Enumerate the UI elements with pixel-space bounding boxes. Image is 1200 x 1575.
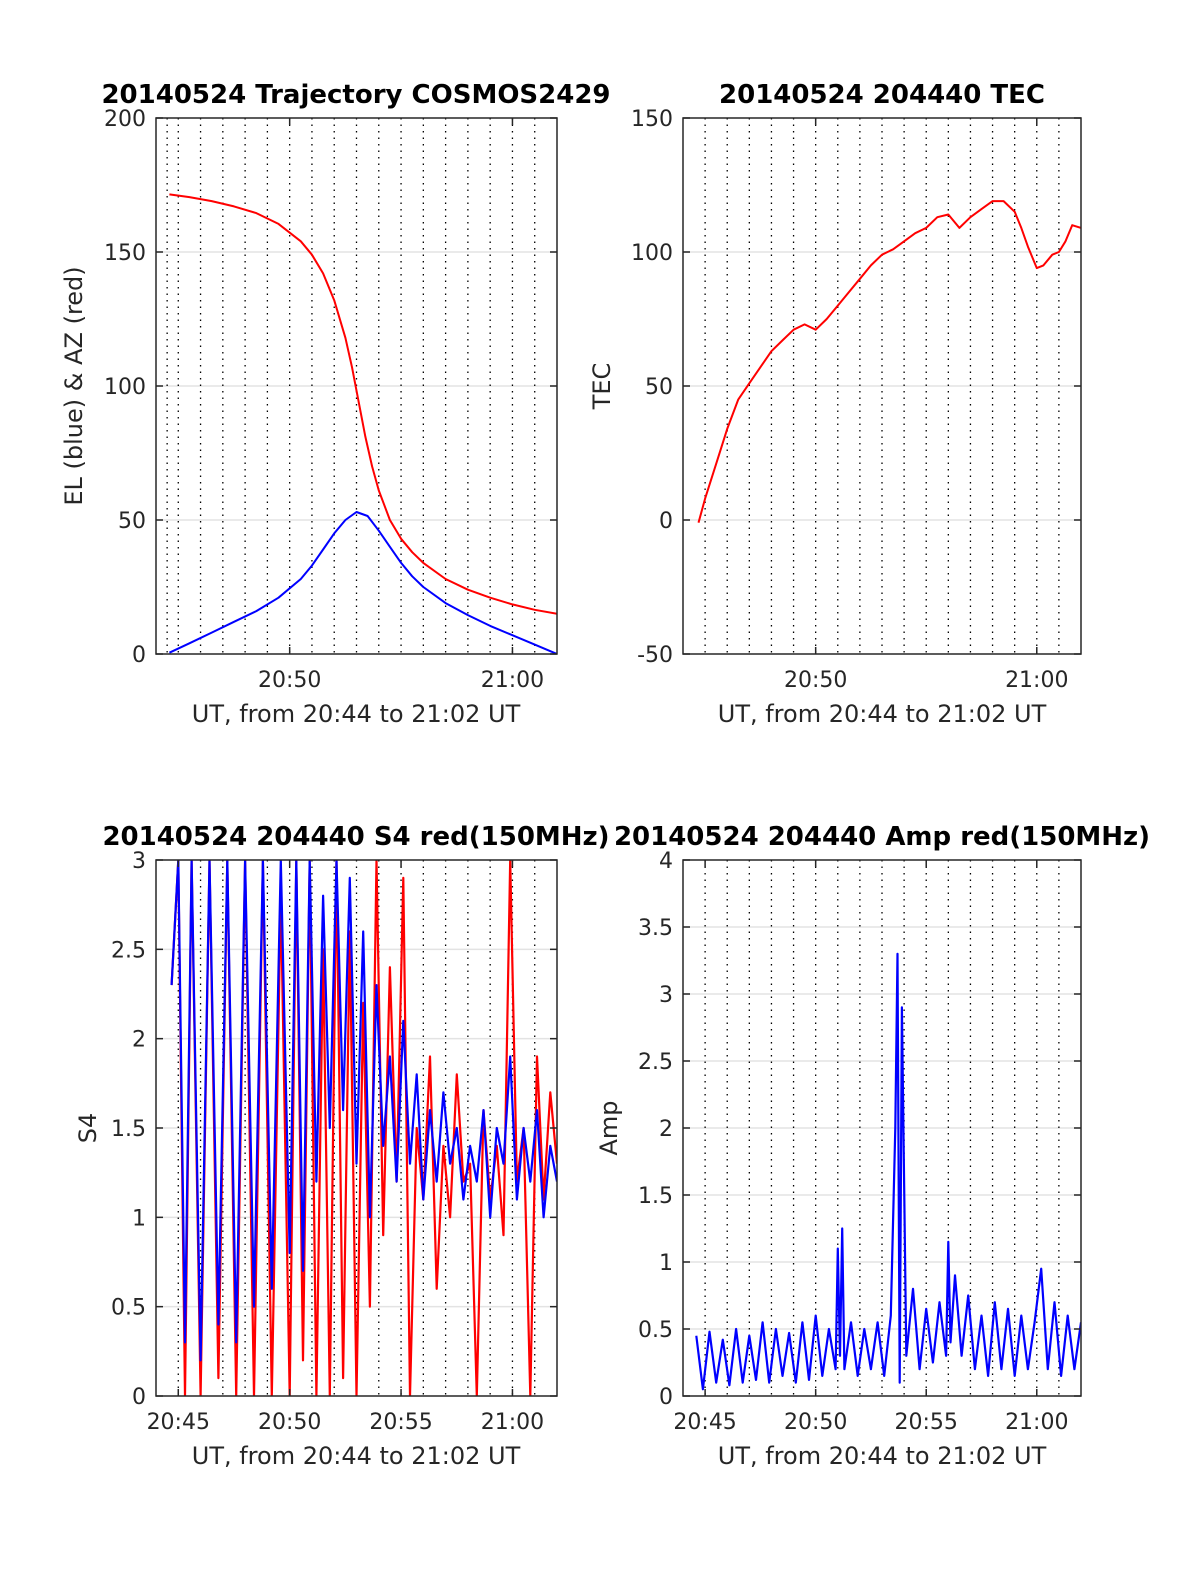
series-line-0 [697, 200, 1081, 523]
x-tick-label: 20:55 [369, 1410, 432, 1435]
x-tick-label: 21:00 [1005, 668, 1068, 693]
tec-panel: 20140524 204440 TEC UT, from 20:44 to 21… [588, 80, 1082, 728]
x-axis-label: UT, from 20:44 to 21:02 UT [718, 700, 1047, 728]
series-line-1 [168, 511, 557, 654]
y-axis-label: EL (blue) & AZ (red) [60, 266, 88, 505]
y-axis-label: Amp [595, 1100, 623, 1155]
y-tick-label: 50 [645, 375, 673, 400]
chart-title: 20140524 204440 Amp red(150MHz) [614, 822, 1150, 852]
y-tick-label: 100 [631, 241, 673, 266]
y-tick-label: 1 [132, 1206, 146, 1231]
y-tick-label: 2.5 [111, 938, 146, 963]
y-tick-label: 50 [118, 509, 146, 534]
s4-panel: 20140524 204440 S4 red(150MHz) UT, from … [74, 822, 610, 1470]
y-tick-label: 150 [631, 107, 673, 132]
series-line-0 [170, 860, 557, 1396]
trajectory-panel: 20140524 Trajectory COSMOS2429 UT, from … [60, 80, 611, 728]
chart-title: 20140524 204440 S4 red(150MHz) [102, 822, 609, 852]
y-tick-label: 0.5 [638, 1318, 673, 1343]
y-tick-label: 2 [659, 1117, 673, 1142]
y-tick-label: 0 [132, 643, 146, 668]
y-tick-label: 0 [659, 1385, 673, 1410]
y-axis-label: TEC [588, 363, 616, 411]
y-tick-label: 200 [104, 107, 146, 132]
y-tick-label: 0 [132, 1385, 146, 1410]
x-axis-label: UT, from 20:44 to 21:02 UT [192, 700, 521, 728]
y-tick-label: 0.5 [111, 1296, 146, 1321]
y-tick-label: 1.5 [638, 1184, 673, 1209]
y-tick-label: 1 [659, 1251, 673, 1276]
y-tick-label: 2 [132, 1028, 146, 1053]
amp-panel: 20140524 204440 Amp red(150MHz) UT, from… [595, 822, 1150, 1470]
x-tick-label: 20:45 [147, 1410, 210, 1435]
y-tick-label: 150 [104, 241, 146, 266]
y-tick-label: 0 [659, 509, 673, 534]
y-tick-label: 3 [659, 983, 673, 1008]
x-tick-label: 20:55 [895, 1410, 958, 1435]
x-tick-label: 20:50 [784, 668, 847, 693]
y-tick-label: 3.5 [638, 916, 673, 941]
y-axis-label: S4 [74, 1113, 102, 1144]
y-tick-label: 2.5 [638, 1050, 673, 1075]
series-line-0 [695, 952, 1081, 1391]
y-tick-label: 1.5 [111, 1117, 146, 1142]
y-tick-label: 100 [104, 375, 146, 400]
y-tick-label: -50 [637, 643, 673, 668]
x-axis-label: UT, from 20:44 to 21:02 UT [718, 1442, 1047, 1470]
x-tick-label: 20:50 [258, 668, 321, 693]
chart-title: 20140524 204440 TEC [719, 80, 1045, 110]
x-tick-label: 20:50 [784, 1410, 847, 1435]
y-tick-label: 4 [659, 849, 673, 874]
series-line-1 [170, 860, 557, 1362]
x-tick-label: 21:00 [1005, 1410, 1068, 1435]
series-line-0 [169, 193, 557, 615]
chart-title: 20140524 Trajectory COSMOS2429 [101, 80, 610, 110]
x-tick-label: 20:45 [673, 1410, 736, 1435]
y-tick-label: 3 [132, 849, 146, 874]
x-tick-label: 20:50 [258, 1410, 321, 1435]
x-axis-label: UT, from 20:44 to 21:02 UT [192, 1442, 521, 1470]
x-tick-label: 21:00 [481, 668, 544, 693]
x-tick-label: 21:00 [481, 1410, 544, 1435]
